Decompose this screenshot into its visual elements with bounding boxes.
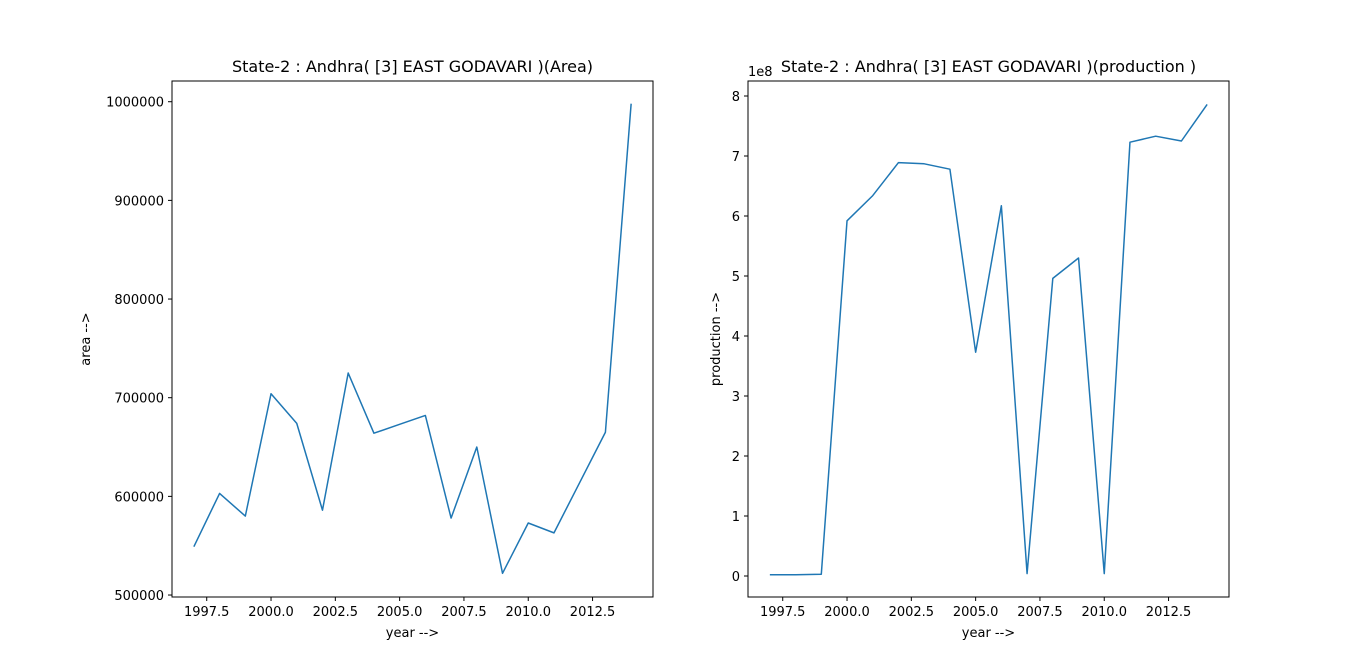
production-y-tick-label: 8 [732,90,740,105]
production-x-tick-label: 1997.5 [760,605,806,620]
production-y-tick-label: 7 [732,150,740,165]
production-x-tick-label: 2000.0 [824,605,870,620]
area-x-tick-label: 2007.5 [441,605,487,620]
production-plot-frame [747,80,1230,598]
production-series-line [769,103,1208,576]
area-y-tick-label: 600000 [114,490,164,505]
production-y-tick-label: 1 [732,510,740,525]
area-y-tick-label: 800000 [114,293,164,308]
production-y-axis-label: production --> [709,292,724,386]
production-x-tick-label: 2010.0 [1081,605,1127,620]
area-chart-title: State-2 : Andhra( [3] EAST GODAVARI )(Ar… [232,57,593,76]
production-y-tick-label: 5 [732,270,740,285]
production-x-tick-label: 2007.5 [1017,605,1063,620]
area-x-axis-label: year --> [386,626,439,641]
production-chart-title: State-2 : Andhra( [3] EAST GODAVARI )(pr… [781,57,1196,76]
area-x-tick-label: 1997.5 [184,605,230,620]
area-x-tick-label: 2005.0 [377,605,423,620]
production-y-tick-label: 4 [732,330,740,345]
area-x-tick-label: 2010.0 [505,605,551,620]
production-y-tick-label: 0 [732,570,740,585]
production-x-tick-label: 2005.0 [953,605,999,620]
area-series-line [193,103,632,575]
area-y-tick-label: 900000 [114,194,164,209]
area-x-tick-label: 2012.5 [570,605,616,620]
area-x-tick-label: 2002.5 [313,605,359,620]
production-y-tick-label: 2 [732,450,740,465]
area-x-tick-label: 2000.0 [248,605,294,620]
production-y-tick-label: 6 [732,210,740,225]
production-x-ticks: 1997.5 2000.0 2002.5 2005.0 2007.5 2010.0 2012… [760,597,1191,620]
area-y-ticks: 500000 600000 700000 800000 900000 1000000 [106,96,172,604]
production-x-axis-label: year --> [962,626,1015,641]
area-y-axis-label: area --> [79,312,94,365]
area-y-tick-label: 700000 [114,392,164,407]
area-plot-frame [171,80,654,598]
production-subplot: State-2 : Andhra( [3] EAST GODAVARI )(pr… [709,57,1230,641]
area-subplot: State-2 : Andhra( [3] EAST GODAVARI )(Ar… [79,57,654,641]
area-y-tick-label: 1000000 [106,96,164,111]
production-x-tick-label: 2002.5 [889,605,935,620]
production-x-tick-label: 2012.5 [1146,605,1192,620]
production-y-ticks: 0 1 2 3 4 5 6 7 8 [732,90,748,585]
area-x-ticks: 1997.5 2000.0 2002.5 2005.0 2007.5 2010.0 2012… [184,597,615,620]
production-y-offset-label: 1e8 [748,65,773,80]
production-y-tick-label: 3 [732,390,740,405]
area-y-tick-label: 500000 [114,589,164,604]
